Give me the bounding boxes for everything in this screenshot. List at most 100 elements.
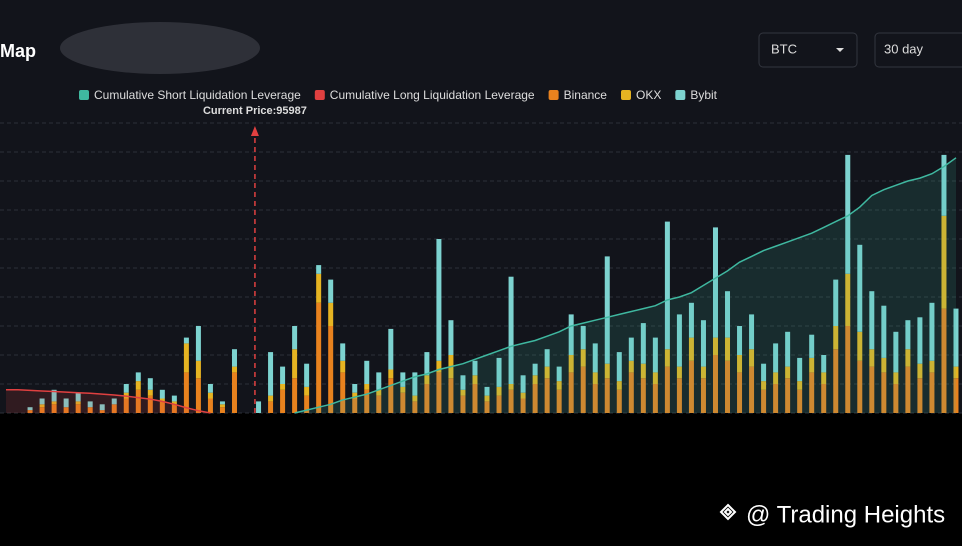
- bar-segment: [316, 302, 322, 413]
- bar-segment: [51, 401, 57, 405]
- bar-segment: [953, 366, 959, 379]
- bar-segment: [869, 291, 875, 350]
- bar-segment: [472, 375, 478, 384]
- bar-segment: [869, 366, 875, 413]
- bar-segment: [604, 378, 610, 413]
- bar-segment: [604, 363, 610, 379]
- line-area: [294, 157, 956, 413]
- bar-segment: [207, 384, 213, 393]
- bar-segment: [472, 384, 478, 413]
- bar-segment: [628, 337, 634, 361]
- bar-segment: [123, 398, 129, 413]
- bar-segment: [833, 279, 839, 326]
- bar-segment: [725, 360, 731, 413]
- bar-segment: [135, 372, 141, 382]
- bar-segment: [929, 372, 935, 413]
- legend-label: Cumulative Long Liquidation Leverage: [330, 88, 535, 102]
- bar-segment: [688, 337, 694, 361]
- bar-segment: [785, 331, 791, 367]
- annotation: Current Price:95987: [203, 105, 307, 117]
- bar-segment: [159, 401, 165, 413]
- bar-segment: [472, 360, 478, 376]
- legend-swatch: [314, 90, 325, 100]
- bar-segment: [929, 302, 935, 361]
- bar-segment: [207, 398, 213, 413]
- bar-segment: [412, 395, 418, 402]
- bar-segment: [761, 363, 767, 382]
- bar-segment: [893, 331, 899, 373]
- bar-segment: [520, 392, 526, 399]
- bar-segment: [195, 378, 201, 413]
- bar-segment: [171, 404, 177, 413]
- bar-segment: [845, 273, 851, 326]
- bar-segment: [797, 381, 803, 390]
- bar-segment: [99, 410, 105, 413]
- line-area: [6, 389, 211, 413]
- bar-segment: [51, 389, 57, 402]
- bar-segment: [688, 360, 694, 413]
- legend-swatch: [675, 90, 686, 100]
- bar-segment: [881, 372, 887, 413]
- bar-segment: [664, 366, 670, 413]
- bar-segment: [328, 279, 334, 303]
- bar-segment: [51, 404, 57, 413]
- bar-segment: [27, 410, 33, 413]
- bar-segment: [256, 401, 262, 413]
- bar-segment: [231, 366, 237, 373]
- bar-segment: [207, 392, 213, 399]
- bar-segment: [797, 389, 803, 413]
- bar-segment: [147, 395, 153, 413]
- bar-segment: [135, 381, 141, 390]
- bar-segment: [592, 343, 598, 373]
- bar-segment: [159, 398, 165, 402]
- bar-segment: [183, 337, 189, 344]
- bar-segment: [99, 404, 105, 411]
- bar-segment: [87, 407, 93, 413]
- bar-segment: [929, 360, 935, 373]
- bar-segment: [183, 372, 189, 413]
- bar-segment: [39, 404, 45, 408]
- bar-segment: [905, 320, 911, 350]
- bar-segment: [749, 314, 755, 350]
- bar-segment: [941, 308, 947, 413]
- bar-segment: [508, 384, 514, 390]
- bar-segment: [712, 337, 718, 355]
- bar-segment: [797, 357, 803, 382]
- legend-swatch: [79, 90, 89, 100]
- bar-segment: [231, 349, 237, 367]
- bar-segment: [280, 384, 286, 390]
- bar-segment: [556, 389, 562, 413]
- bar-segment: [292, 378, 298, 413]
- legend-label: Bybit: [690, 88, 717, 102]
- bar-segment: [219, 407, 225, 413]
- bar-segment: [544, 349, 550, 367]
- legend-swatch: [620, 90, 631, 100]
- bar-segment: [484, 386, 490, 396]
- bar-segment: [917, 317, 923, 364]
- coin-select[interactable]: [758, 32, 858, 68]
- bar-segment: [941, 154, 947, 216]
- bar-segment: [268, 401, 274, 413]
- bar-segment: [809, 334, 815, 358]
- range-select[interactable]: [874, 32, 962, 68]
- bar-segment: [376, 389, 382, 396]
- bar-segment: [833, 349, 839, 413]
- bar-segment: [592, 372, 598, 384]
- bar-segment: [424, 384, 430, 413]
- bar-segment: [725, 337, 731, 361]
- bar-segment: [953, 308, 959, 367]
- bar-segment: [737, 326, 743, 355]
- bar-segment: [520, 375, 526, 393]
- legend-label: OKX: [636, 88, 661, 102]
- bar-segment: [268, 352, 274, 396]
- bar-segment: [749, 366, 755, 413]
- bar-segment: [496, 386, 502, 396]
- bar-segment: [556, 366, 562, 382]
- bar-segment: [568, 314, 574, 355]
- bar-segment: [111, 404, 117, 413]
- bar-segment: [640, 378, 646, 413]
- bar-segment: [652, 384, 658, 413]
- bar-segment: [905, 366, 911, 413]
- bar-segment: [592, 384, 598, 413]
- bar-segment: [352, 384, 358, 393]
